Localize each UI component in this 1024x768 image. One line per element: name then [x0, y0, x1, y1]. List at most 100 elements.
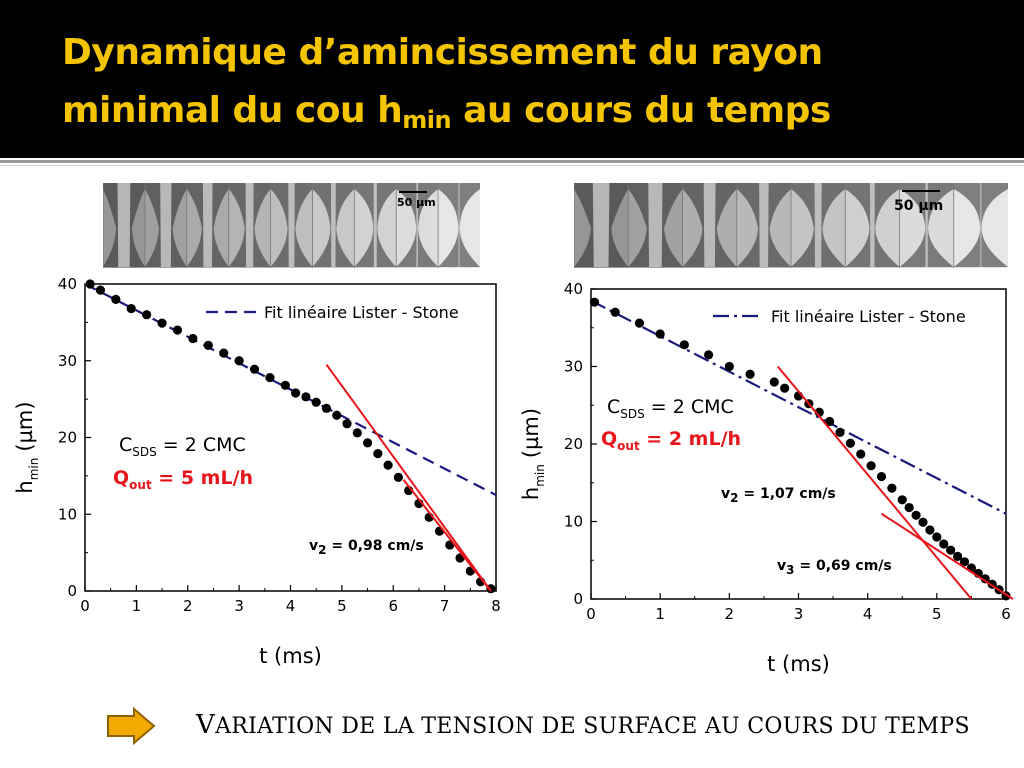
left-c-sub: SDS	[132, 444, 157, 459]
left-flow-label: Qout = 5 mL/h	[113, 467, 253, 492]
title-bar	[0, 0, 1024, 158]
micrograph-highlight	[759, 183, 769, 267]
data-point	[265, 373, 275, 383]
data-point	[311, 397, 321, 407]
data-point	[845, 438, 855, 448]
micrograph-highlight	[648, 183, 663, 267]
data-point	[1001, 591, 1011, 601]
left-q-sub: out	[129, 477, 152, 492]
title-line-1: Dynamique d’amincissement du rayon	[62, 32, 823, 73]
divider-line-thin	[0, 165, 1024, 166]
data-point	[172, 325, 183, 335]
data-point	[126, 303, 136, 314]
data-point	[932, 532, 942, 542]
data-point	[939, 539, 949, 549]
y-tick-label: 40	[58, 275, 77, 293]
right-q-value: = 2 mL/h	[639, 428, 742, 450]
micrograph-highlight	[245, 183, 254, 267]
x-tick-label: 5	[932, 605, 942, 623]
right-concentration-label: CSDS = 2 CMC	[607, 396, 734, 421]
x-tick-label: 3	[794, 605, 804, 623]
x-tick-label: 6	[1001, 605, 1011, 623]
data-point	[249, 364, 260, 374]
micrograph-highlight	[373, 183, 377, 267]
left-v-sub: 2	[318, 542, 327, 557]
data-point	[280, 380, 290, 390]
right-velocity-2-label: v2 = 1,07 cm/s	[721, 486, 836, 505]
data-point	[301, 392, 311, 402]
data-point	[804, 399, 814, 409]
data-point	[634, 318, 645, 328]
y-tick-label: 0	[67, 582, 77, 600]
micrograph-highlight	[592, 183, 610, 267]
data-point	[980, 574, 990, 584]
micrograph-highlight	[330, 183, 336, 267]
x-tick-label: 7	[440, 597, 450, 615]
y-axis-label: hmin (µm)	[13, 401, 41, 493]
y-axis-subscript: min	[27, 458, 41, 481]
y-axis-symbol: h	[13, 480, 37, 493]
data-point	[887, 483, 897, 493]
legend-label: Fit linéaire Lister - Stone	[771, 307, 966, 326]
data-point	[157, 318, 167, 328]
caption: VARIATION DE LA TENSION DE SURFACE AU CO…	[196, 710, 970, 740]
data-point	[142, 310, 152, 320]
left-c-value: = 2 CMC	[156, 434, 246, 456]
data-point	[291, 388, 301, 398]
right-q-symbol: Q	[601, 428, 618, 450]
data-point	[111, 294, 121, 304]
title-line-2-end: au cours du temps	[451, 90, 831, 131]
tangent-line	[880, 512, 1014, 600]
data-point	[814, 407, 824, 417]
data-point	[234, 356, 244, 366]
data-point	[904, 502, 914, 513]
data-point	[445, 540, 455, 550]
data-point	[866, 461, 876, 471]
right-v2-sub: 2	[730, 490, 739, 505]
right-flow-label: Qout = 2 mL/h	[601, 428, 741, 453]
y-tick-label: 0	[573, 590, 583, 608]
right-c-symbol: C	[607, 396, 621, 418]
y-axis-unit: (µm)	[13, 401, 37, 451]
data-point	[835, 427, 845, 437]
right-c-sub: SDS	[620, 406, 645, 421]
fit-line	[84, 283, 497, 497]
data-point	[373, 449, 383, 459]
x-tick-label: 0	[586, 605, 596, 623]
data-point	[897, 495, 907, 505]
micrograph-left-drawing	[103, 183, 480, 268]
data-point	[321, 403, 332, 413]
micrograph-highlight	[458, 183, 460, 267]
x-tick-label: 0	[80, 597, 90, 615]
right-q-sub: out	[617, 438, 640, 453]
x-axis-label: t (ms)	[767, 652, 830, 676]
x-axis-label: t (ms)	[259, 644, 322, 668]
right-v2-symbol: v	[721, 486, 731, 502]
x-tick-label: 4	[863, 605, 873, 623]
caption-first-letter: V	[196, 710, 216, 740]
micrograph-highlight	[202, 183, 213, 267]
y-tick-label: 30	[58, 352, 77, 370]
scale-label-right: 50 µm	[894, 198, 944, 214]
y-tick-label: 10	[58, 505, 77, 523]
data-point	[610, 307, 620, 317]
caption-rest: ARIATION DE LA TENSION DE SURFACE AU COU…	[215, 714, 970, 739]
tangent-line	[325, 363, 492, 592]
data-point	[352, 428, 362, 438]
data-point	[793, 391, 804, 401]
data-point	[486, 584, 496, 594]
micrograph-highlight	[980, 183, 982, 267]
scale-label-left: 50 µm	[397, 196, 436, 209]
micrograph-highlight	[703, 183, 716, 267]
title-subscript: min	[402, 106, 452, 134]
micrograph-highlight	[416, 183, 418, 267]
data-point	[95, 285, 106, 295]
data-point	[404, 485, 414, 496]
micrograph-right-drawing	[574, 183, 1008, 268]
data-point	[679, 340, 689, 350]
data-point	[383, 460, 393, 470]
left-v-symbol: v	[309, 538, 319, 554]
micrograph-highlight	[870, 183, 875, 267]
x-tick-label: 4	[286, 597, 296, 615]
data-point	[589, 297, 600, 307]
